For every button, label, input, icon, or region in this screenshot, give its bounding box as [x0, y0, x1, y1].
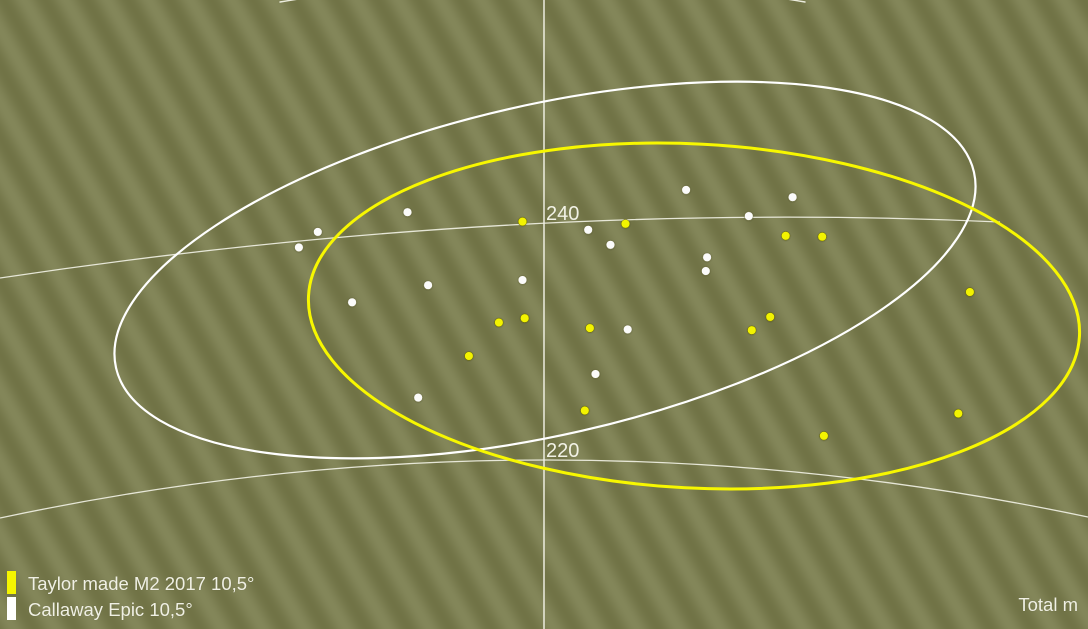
- svg-text:240: 240: [546, 203, 579, 225]
- svg-text:220: 220: [546, 440, 579, 462]
